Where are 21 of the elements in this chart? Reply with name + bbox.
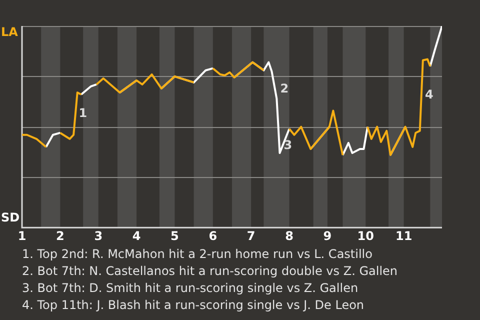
x-tick-label: 2 bbox=[56, 228, 64, 243]
text: 3. Bot 7th: D. Smith hit a run-scoring single vs Z. Gallen bbox=[22, 280, 360, 297]
text: 2. Bot 7th: N. Castellanos hit a run-scoring double vs Z. Gallen bbox=[22, 263, 399, 280]
x-tick-label: 4 bbox=[132, 228, 141, 243]
x-tick-label: 9 bbox=[323, 228, 332, 243]
text: 4. Top 11th: J. Blash hit a run-scoring single vs J. De Leon bbox=[22, 297, 366, 314]
x-tick-label: 11 bbox=[395, 228, 412, 243]
x-tick-label: 1 bbox=[18, 228, 26, 243]
x-tick-label: 3 bbox=[94, 228, 103, 243]
x-tick-label: 5 bbox=[170, 228, 179, 243]
text: SD bbox=[1, 210, 20, 225]
x-tick-label: 8 bbox=[285, 228, 294, 243]
annotation: 4 bbox=[425, 88, 434, 102]
x-tick-label: 6 bbox=[208, 228, 218, 243]
annotation: 1 bbox=[78, 106, 88, 120]
annotation: 3 bbox=[284, 138, 292, 152]
annotation: 2 bbox=[280, 82, 289, 96]
x-tick-label: 7 bbox=[246, 228, 256, 243]
text: 1. Top 2nd: R. McMahon hit a 2-run home run vs L. Castillo bbox=[22, 246, 374, 263]
x-tick-label: 10 bbox=[357, 228, 374, 243]
text: LA bbox=[1, 25, 19, 40]
